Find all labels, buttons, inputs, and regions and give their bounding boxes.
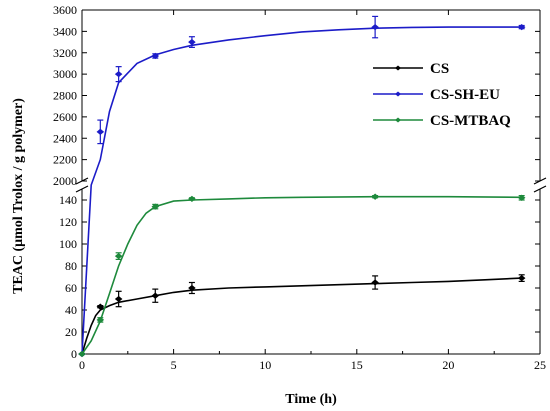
x-axis-title: Time (h) bbox=[285, 392, 337, 407]
y-tick-label: 0 bbox=[71, 347, 77, 361]
legend-marker bbox=[395, 91, 401, 97]
legend-label: CS-MTBAQ bbox=[430, 113, 511, 129]
y-tick-label: 2800 bbox=[53, 89, 77, 103]
data-point bbox=[114, 252, 123, 260]
y-tick-label: 2000 bbox=[53, 174, 77, 188]
data-point bbox=[151, 52, 160, 60]
data-point bbox=[151, 203, 160, 210]
data-point bbox=[96, 128, 105, 135]
data-point bbox=[188, 284, 196, 292]
y-tick-label: 140 bbox=[59, 193, 77, 207]
data-point bbox=[371, 23, 379, 31]
y-tick-label: 2600 bbox=[53, 110, 77, 124]
series-fit-line bbox=[81, 195, 522, 355]
y-tick-label: 60 bbox=[65, 281, 77, 295]
x-tick-label: 15 bbox=[351, 358, 363, 372]
x-tick-label: 10 bbox=[259, 358, 271, 372]
x-tick-label: 20 bbox=[442, 358, 454, 372]
data-point bbox=[188, 195, 196, 203]
y-tick-label: 3600 bbox=[53, 3, 77, 17]
y-tick-label: 40 bbox=[65, 303, 77, 317]
data-point bbox=[371, 279, 379, 286]
y-tick-label: 3400 bbox=[53, 24, 77, 38]
series-cs-mtbaq bbox=[78, 193, 526, 358]
data-point bbox=[114, 70, 123, 78]
data-point bbox=[517, 274, 526, 282]
series-cs bbox=[78, 274, 526, 358]
data-point bbox=[96, 303, 105, 310]
y-tick-label: 120 bbox=[59, 215, 77, 229]
series-fit-line bbox=[81, 26, 522, 355]
data-point bbox=[517, 194, 526, 201]
axis-break-mark bbox=[75, 185, 89, 193]
legend-label: CS-SH-EU bbox=[430, 87, 500, 103]
data-point bbox=[114, 295, 123, 303]
data-point bbox=[188, 38, 196, 46]
data-point bbox=[151, 292, 160, 299]
legend-marker bbox=[395, 117, 401, 123]
legend-label: CS bbox=[430, 61, 449, 77]
y-tick-label: 3200 bbox=[53, 46, 77, 60]
data-point bbox=[371, 193, 379, 200]
data-point bbox=[96, 316, 105, 324]
series-fit-line bbox=[81, 277, 522, 355]
axis-break-mark bbox=[533, 185, 547, 193]
legend-marker bbox=[395, 65, 401, 71]
data-point bbox=[78, 350, 86, 358]
y-axis-title: TEAC (μmol Trolox / g polymer) bbox=[11, 98, 26, 294]
data-point bbox=[517, 23, 526, 31]
x-tick-label: 5 bbox=[171, 358, 177, 372]
y-tick-label: 100 bbox=[59, 237, 77, 251]
series-group bbox=[78, 15, 526, 358]
series-cs-sh-eu bbox=[78, 15, 526, 358]
y-tick-label: 80 bbox=[65, 259, 77, 273]
axes: 0 5 10 15 20 25 0 20 40 60 80 100 120 140 2000 2200 2400… bbox=[53, 3, 547, 372]
x-tick-label: 0 bbox=[79, 358, 85, 372]
y-tick-label: 20 bbox=[65, 325, 77, 339]
y-tick-label: 2400 bbox=[53, 131, 77, 145]
legend: CS CS-SH-EU CS-MTBAQ bbox=[373, 61, 511, 129]
y-tick-label: 2200 bbox=[53, 153, 77, 167]
y-tick-label: 3000 bbox=[53, 67, 77, 81]
x-tick-label: 25 bbox=[534, 358, 546, 372]
